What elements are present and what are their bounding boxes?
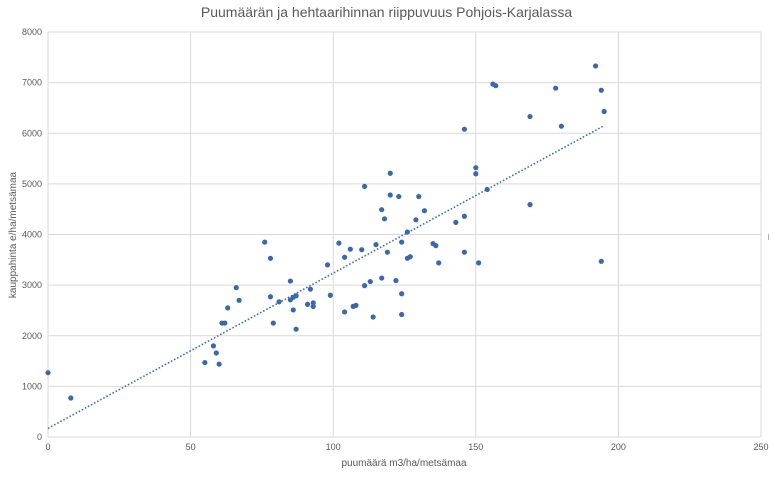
data-point xyxy=(421,208,428,214)
x-tick-label: 0 xyxy=(45,442,50,452)
y-tick-label: 1000 xyxy=(22,381,42,391)
data-point xyxy=(461,126,467,132)
data-point xyxy=(347,246,353,252)
data-point xyxy=(407,254,413,260)
y-tick-label: 6000 xyxy=(22,128,42,138)
data-point xyxy=(453,219,459,225)
data-point xyxy=(558,123,564,129)
data-point xyxy=(336,240,342,246)
data-point xyxy=(287,278,294,284)
data-point xyxy=(276,299,282,305)
data-point xyxy=(270,320,276,326)
data-point xyxy=(236,297,242,303)
data-point xyxy=(399,291,405,297)
data-point xyxy=(396,193,402,200)
data-point xyxy=(598,87,604,93)
y-tick-label: 8000 xyxy=(22,27,42,37)
data-point xyxy=(399,311,405,318)
data-point xyxy=(484,186,490,193)
data-point xyxy=(213,350,219,356)
data-point xyxy=(342,254,348,260)
y-tick-label: 7000 xyxy=(22,78,42,88)
data-point xyxy=(290,307,296,313)
trendline-group xyxy=(47,124,605,430)
data-point xyxy=(553,85,559,91)
data-point xyxy=(379,207,385,213)
y-axis-label: kauppahinta e/ha/metsämaa xyxy=(8,171,19,298)
data-point xyxy=(45,370,51,376)
data-point xyxy=(384,249,390,255)
data-point xyxy=(592,63,599,69)
data-point xyxy=(216,361,222,367)
y-tick-label: 3000 xyxy=(22,280,42,290)
x-tick-label: 100 xyxy=(326,442,341,452)
data-point xyxy=(68,395,74,401)
y-axis-ticks: 0 1000 2000 3000 4000 5000 6000 7000 8000 xyxy=(22,27,42,442)
data-point xyxy=(307,286,313,292)
trendline xyxy=(47,124,605,430)
data-point xyxy=(353,302,359,308)
plot-area-edge-mark xyxy=(768,234,773,240)
data-point xyxy=(233,285,239,291)
x-tick-label: 250 xyxy=(753,442,768,452)
data-point xyxy=(436,260,442,266)
data-point xyxy=(293,326,299,332)
data-points xyxy=(45,63,607,401)
data-point xyxy=(293,293,299,299)
grid-lines xyxy=(47,31,762,438)
data-point xyxy=(267,255,274,261)
data-point xyxy=(267,294,274,300)
data-point xyxy=(379,275,385,281)
x-tick-label: 150 xyxy=(468,442,483,452)
x-axis-label: puumäärä m3/ha/metsämaa xyxy=(341,458,467,469)
data-point xyxy=(387,170,393,176)
data-point xyxy=(327,292,333,298)
data-point xyxy=(381,216,388,222)
data-point xyxy=(361,283,368,289)
data-point xyxy=(476,260,482,266)
data-point xyxy=(359,247,365,253)
data-point xyxy=(373,242,379,248)
y-tick-label: 2000 xyxy=(22,331,42,341)
data-point xyxy=(370,314,376,320)
data-point xyxy=(393,277,399,284)
data-point xyxy=(304,301,311,307)
data-point xyxy=(210,343,217,349)
data-point xyxy=(262,239,268,245)
data-point xyxy=(413,217,419,223)
y-tick-label: 5000 xyxy=(22,179,42,189)
data-point xyxy=(361,183,368,190)
data-point xyxy=(225,305,231,311)
data-point xyxy=(433,243,439,249)
data-point xyxy=(367,278,373,285)
data-point xyxy=(473,165,479,171)
data-point xyxy=(310,300,316,306)
data-point xyxy=(493,83,499,89)
data-point xyxy=(527,202,533,208)
data-point xyxy=(202,359,208,366)
data-point xyxy=(324,262,331,268)
data-point xyxy=(222,320,228,326)
data-point xyxy=(342,309,348,315)
chart-title: Puumäärän ja hehtaarihinnan riippuvuus P… xyxy=(200,4,573,20)
x-tick-label: 200 xyxy=(611,442,626,452)
x-tick-label: 50 xyxy=(186,442,196,452)
data-point xyxy=(601,108,607,115)
data-point xyxy=(598,258,604,264)
data-point xyxy=(399,239,405,245)
data-point xyxy=(404,229,410,235)
x-axis-ticks: 0 50 100 150 200 250 xyxy=(45,442,768,452)
data-point xyxy=(527,113,533,120)
data-point xyxy=(416,193,422,200)
y-tick-label: 4000 xyxy=(22,230,42,240)
data-point xyxy=(461,249,467,255)
data-point xyxy=(473,171,479,177)
data-point xyxy=(387,192,393,198)
data-point xyxy=(461,213,467,219)
y-tick-label: 0 xyxy=(37,432,42,442)
